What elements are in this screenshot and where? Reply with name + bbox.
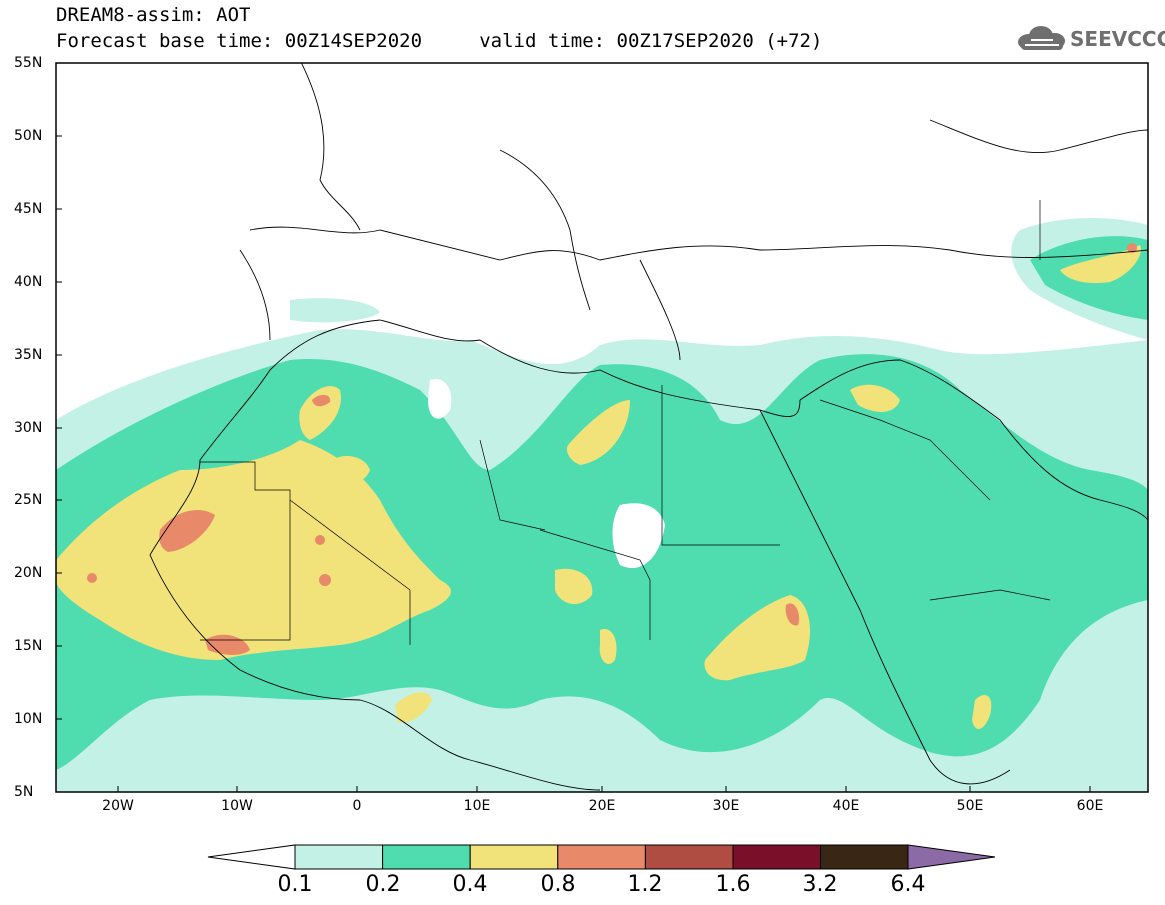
lon-tick-label: 60E bbox=[1076, 798, 1104, 814]
lat-tick-label: 40N bbox=[14, 274, 43, 290]
lat-tick-label: 55N bbox=[14, 55, 43, 71]
lon-tick-label: 20W bbox=[102, 798, 134, 814]
lat-tick-label: 30N bbox=[14, 420, 43, 436]
forecast-time-line: Forecast base time: 00Z14SEP2020 valid t… bbox=[56, 30, 823, 52]
colorbar-label: 0.8 bbox=[540, 872, 576, 897]
colorbar-label: 1.2 bbox=[627, 872, 663, 897]
tick-marks bbox=[56, 62, 1091, 792]
colorbar-label: 6.4 bbox=[890, 872, 926, 897]
colorbar-label: 0.4 bbox=[452, 872, 488, 897]
logo-text: SEEVCCC bbox=[1070, 27, 1165, 51]
colorbar-label: 0.1 bbox=[277, 872, 313, 897]
map-title: DREAM8-assim: AOT bbox=[56, 4, 251, 26]
lon-tick-label: 0 bbox=[352, 798, 362, 814]
country-borders bbox=[200, 200, 1051, 645]
lon-tick-label: 30E bbox=[712, 798, 740, 814]
lat-tick-label: 25N bbox=[14, 492, 43, 508]
lat-tick-label: 35N bbox=[14, 347, 43, 363]
colorbar-label: 3.2 bbox=[802, 872, 838, 897]
aot-band-0.4 bbox=[56, 440, 451, 660]
lat-tick-label: 15N bbox=[14, 638, 43, 654]
coastlines bbox=[149, 63, 1148, 791]
lon-tick-label: 40E bbox=[832, 798, 860, 814]
lat-tick-label: 20N bbox=[14, 565, 43, 581]
lon-tick-label: 50E bbox=[956, 798, 984, 814]
lat-tick-label: 10N bbox=[14, 711, 43, 727]
colorbar-label: 0.2 bbox=[365, 872, 401, 897]
colorbar-label: 1.6 bbox=[715, 872, 751, 897]
aot-band-0.8 bbox=[159, 510, 215, 552]
lat-tick-label: 45N bbox=[14, 201, 43, 217]
lon-tick-label: 10E bbox=[463, 798, 491, 814]
lat-tick-label: 5N bbox=[14, 784, 34, 800]
lon-tick-label: 20E bbox=[588, 798, 616, 814]
lat-tick-label: 50N bbox=[14, 128, 43, 144]
cloud-icon bbox=[1018, 26, 1065, 50]
lon-tick-label: 10W bbox=[221, 798, 253, 814]
aot-shading bbox=[56, 218, 1148, 792]
